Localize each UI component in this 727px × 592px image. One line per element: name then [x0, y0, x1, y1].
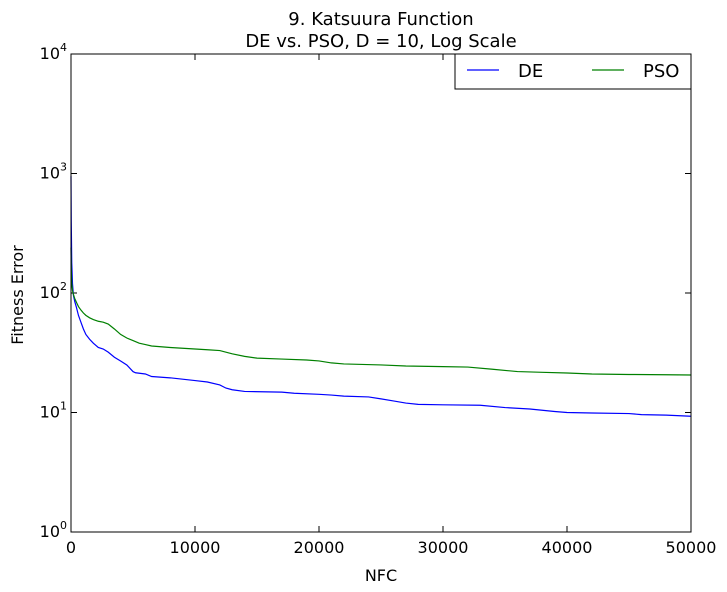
chart-subtitle: DE vs. PSO, D = 10, Log Scale [245, 31, 516, 52]
legend-label-pso: PSO [643, 61, 679, 82]
y-tick-label-base: 10 [40, 403, 60, 422]
y-tick-label: 102 [40, 280, 67, 302]
y-tick-label: 100 [40, 519, 67, 541]
y-axis-label: Fitness Error [8, 245, 27, 345]
y-tick-label-exponent: 3 [60, 161, 67, 174]
x-tick-label: 40000 [542, 538, 593, 557]
y-tick-label-base: 10 [40, 283, 60, 302]
y-tick-label-exponent: 0 [60, 519, 67, 532]
legend: DE PSO [454, 53, 692, 90]
y-tick-label-exponent: 2 [60, 280, 67, 293]
x-tick-label: 10000 [170, 538, 221, 557]
x-tick-label: 0 [66, 538, 76, 557]
y-tick-label: 101 [40, 400, 67, 422]
y-tick-label: 103 [40, 161, 67, 183]
y-tick-label-base: 10 [40, 44, 60, 63]
series-line-de [70, 176, 692, 417]
plot-frame [70, 53, 692, 533]
chart-title: 9. Katsuura Function [288, 9, 473, 30]
y-tick-label-exponent: 4 [60, 41, 67, 54]
series-line-pso [70, 247, 692, 376]
x-tick-label: 50000 [666, 538, 717, 557]
legend-label-de: DE [518, 61, 543, 82]
y-tick-label-base: 10 [40, 522, 60, 541]
x-axis: 0 10000 20000 30000 40000 50000 [66, 54, 717, 557]
y-tick-label-exponent: 1 [60, 400, 67, 413]
x-axis-label: NFC [365, 566, 397, 585]
y-tick-label: 104 [40, 41, 67, 63]
series-layer [70, 176, 692, 417]
x-tick-label: 30000 [418, 538, 469, 557]
y-tick-label-base: 10 [40, 164, 60, 183]
legend-box [454, 53, 692, 90]
x-tick-label: 20000 [294, 538, 345, 557]
